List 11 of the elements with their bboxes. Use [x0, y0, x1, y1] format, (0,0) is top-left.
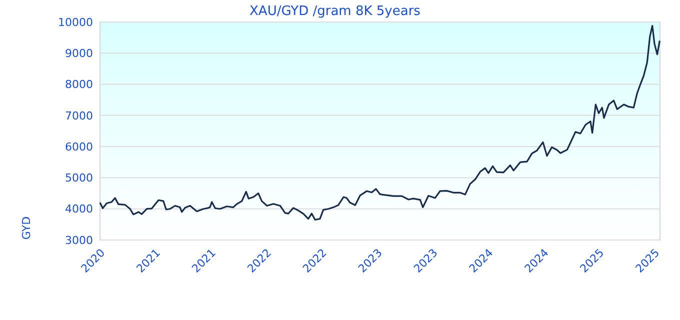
y-tick-label: 10000: [58, 16, 93, 29]
y-tick-label: 3000: [65, 234, 93, 247]
y-tick-label: 6000: [65, 140, 93, 154]
y-tick-label: 7000: [65, 109, 93, 122]
y-axis-title: GYD: [20, 216, 33, 240]
line-series: [99, 24, 660, 221]
y-tick-label: 5000: [65, 172, 93, 185]
y-tick-label: 9000: [65, 46, 93, 60]
y-tick-label: 8000: [65, 78, 93, 92]
y-tick-label: 4000: [65, 202, 93, 216]
chart-title: XAU/GYD /gram 8K 5years: [250, 4, 421, 19]
